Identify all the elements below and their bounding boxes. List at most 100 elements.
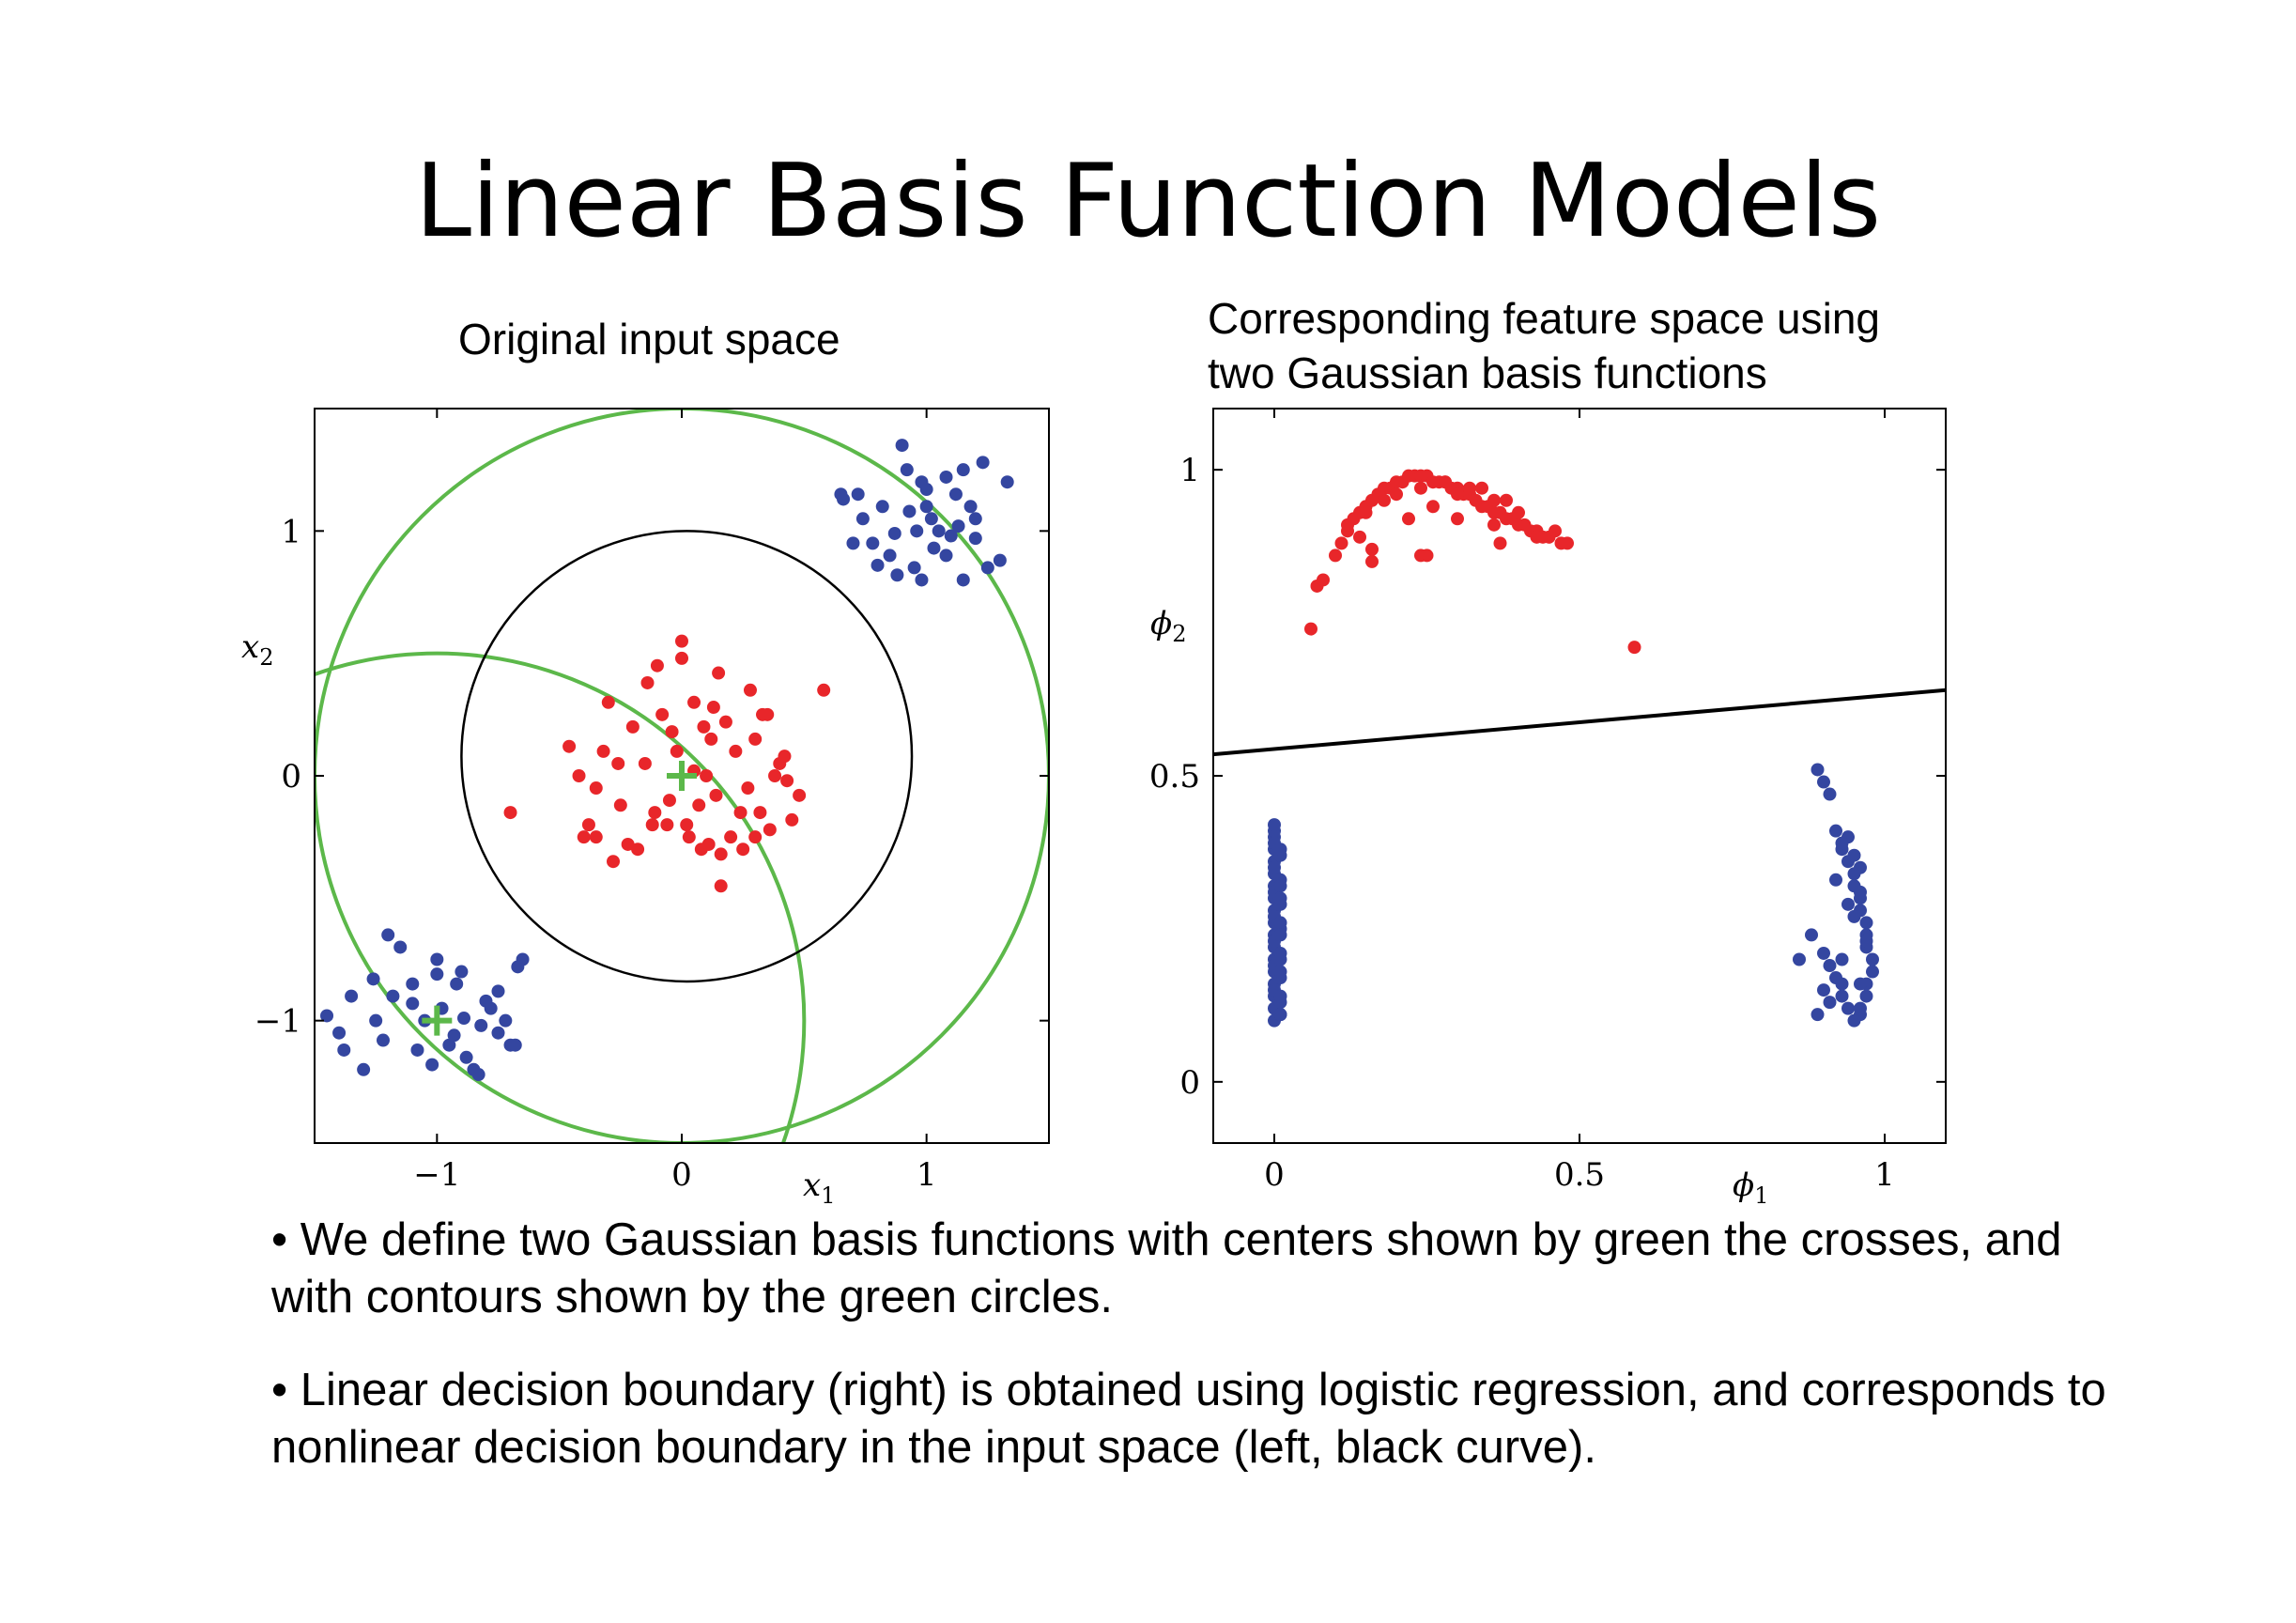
red-data-point xyxy=(1627,641,1641,655)
red-data-point xyxy=(1317,573,1330,587)
red-data-point xyxy=(601,695,615,709)
decision-boundary-line xyxy=(1213,688,1946,757)
blue-data-point xyxy=(939,549,953,563)
blue-data-point xyxy=(1829,873,1842,887)
blue-data-point xyxy=(357,1062,371,1076)
red-data-point xyxy=(733,806,747,820)
blue-data-point xyxy=(1793,952,1806,966)
red-data-point xyxy=(650,658,664,672)
blue-data-point xyxy=(1847,1013,1861,1028)
blue-data-point xyxy=(915,573,929,587)
red-data-point xyxy=(778,750,792,764)
blue-data-point xyxy=(993,553,1007,567)
blue-data-point xyxy=(1811,1008,1825,1022)
red-data-point xyxy=(697,719,711,734)
blue-data-point xyxy=(1854,860,1867,874)
blue-data-point xyxy=(484,1001,498,1015)
right-plot-caption-line2: two Gaussian basis functions xyxy=(1208,348,1767,397)
blue-data-point xyxy=(1823,996,1837,1010)
red-data-point xyxy=(768,769,782,782)
blue-data-point xyxy=(1841,897,1855,911)
red-data-point xyxy=(1463,481,1476,495)
red-data-point xyxy=(682,830,696,844)
red-data-point xyxy=(736,842,750,857)
plot-left: −1 0 1 1 0 −1 x1 x2 xyxy=(241,408,1050,1209)
red-data-point xyxy=(756,707,770,721)
blue-data-point xyxy=(455,965,469,979)
red-data-point xyxy=(660,818,674,832)
blue-data-point xyxy=(968,532,982,546)
blue-data-point xyxy=(900,463,914,477)
y-tick-label: −1 xyxy=(254,1003,301,1041)
red-data-point xyxy=(714,879,728,893)
blue-data-point xyxy=(919,483,933,497)
red-data-point xyxy=(1365,542,1379,556)
red-data-point xyxy=(687,695,701,709)
red-data-point xyxy=(1475,481,1488,495)
blue-data-point xyxy=(450,977,464,991)
plot-right: 0 0.5 1 1 0.5 0 ϕ1 ϕ2 xyxy=(1149,408,1947,1209)
blue-data-point xyxy=(508,1038,522,1052)
blue-data-point xyxy=(1835,977,1849,991)
red-data-point xyxy=(648,806,662,820)
red-data-point xyxy=(1500,493,1513,507)
blue-data-point xyxy=(951,519,965,533)
blue-data-point xyxy=(1859,916,1873,930)
basis-center-cross-1 xyxy=(422,1005,453,1036)
bullet-list: • We define two Gaussian basis functions… xyxy=(271,1212,2112,1512)
red-data-point xyxy=(1365,554,1379,568)
red-data-point xyxy=(1378,493,1391,507)
red-data-point xyxy=(753,806,767,820)
blue-data-point xyxy=(1805,928,1818,942)
blue-data-point xyxy=(887,526,901,540)
y-tick-label: 0 xyxy=(281,758,301,796)
blue-data-point xyxy=(1817,983,1830,997)
blue-data-point xyxy=(1841,1001,1855,1015)
bullet-item-boundary: • Linear decision boundary (right) is ob… xyxy=(271,1365,2106,1473)
blue-data-point xyxy=(944,529,958,543)
bullet-item-basis: • We define two Gaussian basis functions… xyxy=(271,1214,2062,1322)
red-data-point xyxy=(675,634,688,648)
blue-data-point xyxy=(1847,848,1861,862)
blue-data-point xyxy=(471,1068,485,1082)
blue-data-point xyxy=(875,500,889,514)
red-data-point xyxy=(741,781,755,796)
red-data-point xyxy=(785,812,799,827)
blue-data-point xyxy=(1817,775,1830,789)
red-data-point xyxy=(1451,487,1464,502)
red-data-point xyxy=(1530,530,1544,544)
red-data-point xyxy=(625,719,639,734)
blue-data-point xyxy=(1000,475,1014,489)
red-data-point xyxy=(748,830,763,844)
blue-data-point xyxy=(890,568,904,582)
x-tick-label: 1 xyxy=(917,1156,937,1194)
blue-data-point xyxy=(927,541,941,555)
blue-data-point xyxy=(381,928,395,942)
red-data-point xyxy=(763,823,777,837)
blue-data-point xyxy=(1854,885,1867,899)
red-data-point xyxy=(748,732,763,746)
blue-data-point xyxy=(939,470,953,484)
red-data-point xyxy=(793,788,807,802)
blue-data-point xyxy=(369,1013,383,1028)
red-data-point xyxy=(621,837,635,851)
red-data-point xyxy=(596,744,610,758)
red-data-point xyxy=(670,744,684,758)
blue-data-point xyxy=(1273,989,1287,1003)
blue-data-point xyxy=(1829,824,1842,838)
basis-center-cross-0 xyxy=(667,761,697,791)
blue-data-point xyxy=(1268,818,1281,832)
y-tick-label: 0.5 xyxy=(1149,758,1200,796)
y-tick-label: 1 xyxy=(281,513,301,550)
plot-area-left xyxy=(315,409,1049,1143)
blue-data-point xyxy=(406,977,420,991)
y-tick-label: 0 xyxy=(1179,1064,1200,1102)
blue-data-point xyxy=(393,940,408,954)
blue-data-point xyxy=(968,512,982,526)
right-plot-caption: Corresponding feature space using two Ga… xyxy=(1208,291,1880,400)
blue-data-point xyxy=(846,536,860,550)
blue-data-point xyxy=(410,1043,424,1057)
red-data-point xyxy=(1420,549,1434,563)
red-data-point xyxy=(1426,500,1440,514)
right-plot-caption-line1: Corresponding feature space using xyxy=(1208,294,1881,343)
